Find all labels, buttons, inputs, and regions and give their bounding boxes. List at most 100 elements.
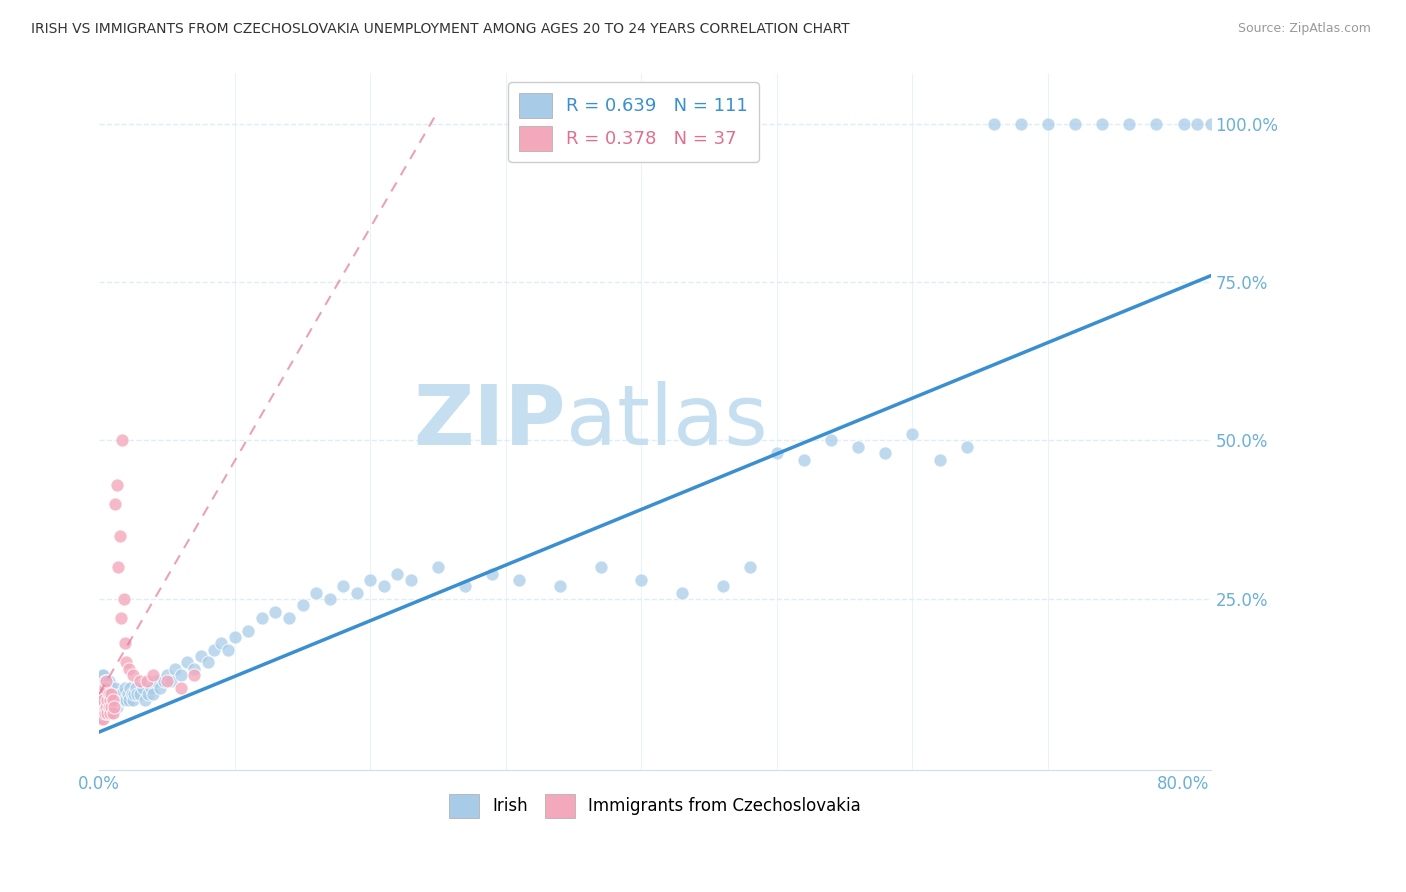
Point	[90, 712, 112, 726]
Point	[156, 668, 179, 682]
Point	[1091, 117, 1114, 131]
Point	[98, 706, 121, 720]
Point	[122, 668, 145, 682]
Point	[846, 440, 869, 454]
Text: ZIP: ZIP	[413, 381, 567, 462]
Point	[122, 693, 145, 707]
Point	[96, 693, 118, 707]
Point	[142, 687, 165, 701]
Point	[104, 681, 127, 695]
Point	[90, 712, 112, 726]
Point	[108, 528, 131, 542]
Point	[107, 693, 129, 707]
Point	[105, 699, 128, 714]
Point	[1036, 117, 1059, 131]
Point	[111, 687, 134, 701]
Text: Source: ZipAtlas.com: Source: ZipAtlas.com	[1237, 22, 1371, 36]
Point	[183, 668, 205, 682]
Point	[217, 642, 239, 657]
Point	[134, 693, 156, 707]
Point	[1064, 117, 1087, 131]
Point	[305, 585, 328, 599]
Point	[91, 681, 114, 695]
Point	[127, 687, 149, 701]
Point	[94, 674, 117, 689]
Point	[1173, 117, 1195, 131]
Point	[94, 699, 117, 714]
Point	[928, 452, 950, 467]
Point	[169, 668, 191, 682]
Point	[90, 693, 112, 707]
Point	[209, 636, 232, 650]
Point	[105, 478, 128, 492]
Point	[115, 655, 138, 669]
Point	[96, 706, 118, 720]
Point	[238, 624, 260, 638]
Point	[197, 655, 219, 669]
Point	[98, 706, 121, 720]
Point	[104, 497, 127, 511]
Point	[793, 452, 815, 467]
Point	[264, 605, 287, 619]
Point	[589, 560, 612, 574]
Point	[93, 681, 115, 695]
Point	[671, 585, 693, 599]
Point	[901, 427, 924, 442]
Point	[1185, 117, 1208, 131]
Point	[90, 687, 112, 701]
Point	[91, 693, 114, 707]
Point	[124, 687, 146, 701]
Point	[454, 579, 477, 593]
Point	[1213, 497, 1236, 511]
Point	[93, 674, 115, 689]
Point	[100, 687, 122, 701]
Point	[90, 668, 112, 682]
Point	[96, 706, 118, 720]
Point	[481, 566, 503, 581]
Point	[114, 636, 136, 650]
Point	[165, 662, 187, 676]
Point	[93, 706, 115, 720]
Point	[224, 630, 246, 644]
Point	[96, 693, 118, 707]
Point	[156, 674, 179, 689]
Point	[93, 706, 115, 720]
Point	[548, 579, 571, 593]
Point	[90, 706, 112, 720]
Point	[183, 662, 205, 676]
Point	[121, 687, 143, 701]
Point	[97, 699, 120, 714]
Point	[875, 446, 897, 460]
Point	[169, 681, 191, 695]
Point	[90, 706, 112, 720]
Point	[125, 681, 148, 695]
Point	[108, 687, 131, 701]
Point	[90, 687, 112, 701]
Point	[142, 668, 165, 682]
Point	[97, 687, 120, 701]
Point	[100, 699, 122, 714]
Point	[91, 712, 114, 726]
Point	[346, 585, 368, 599]
Point	[956, 440, 979, 454]
Point	[291, 599, 314, 613]
Point	[107, 560, 129, 574]
Point	[128, 687, 150, 701]
Point	[250, 611, 273, 625]
Point	[983, 117, 1005, 131]
Point	[176, 655, 198, 669]
Point	[318, 591, 340, 606]
Point	[91, 706, 114, 720]
Point	[359, 573, 381, 587]
Point	[101, 706, 124, 720]
Point	[100, 681, 122, 695]
Point	[149, 681, 172, 695]
Point	[91, 693, 114, 707]
Point	[820, 434, 842, 448]
Point	[128, 674, 150, 689]
Point	[120, 681, 142, 695]
Point	[110, 693, 132, 707]
Point	[111, 434, 134, 448]
Point	[1199, 117, 1222, 131]
Point	[103, 699, 125, 714]
